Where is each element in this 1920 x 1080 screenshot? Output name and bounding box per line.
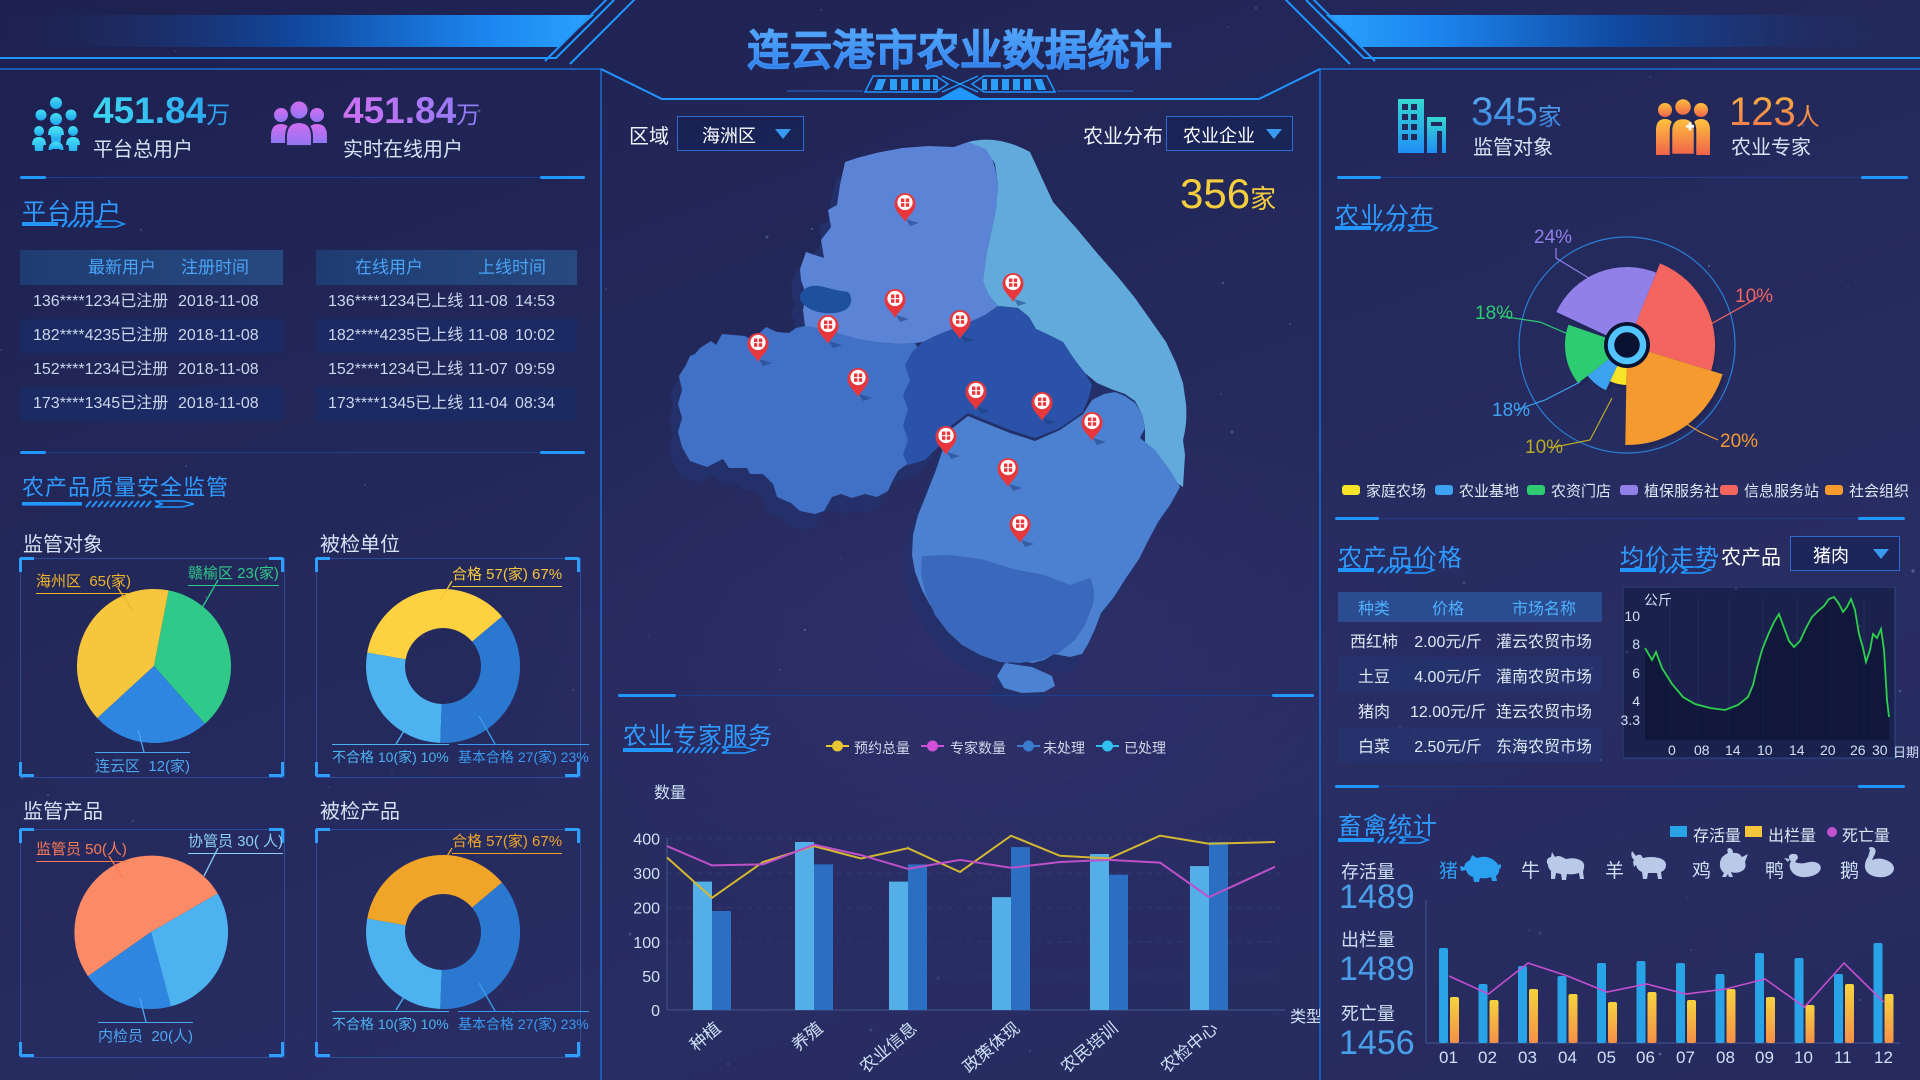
svg-text:农民培训: 农民培训 (1057, 1019, 1121, 1077)
svg-text:300: 300 (633, 866, 660, 883)
svg-text:0: 0 (651, 1003, 660, 1020)
svg-text:养殖: 养殖 (788, 1019, 826, 1055)
svg-text:种植: 种植 (686, 1019, 724, 1055)
svg-text:数量: 数量 (654, 784, 686, 802)
svg-text:200: 200 (633, 901, 660, 918)
svg-text:农检中心: 农检中心 (1157, 1019, 1221, 1077)
svg-text:类型: 类型 (1290, 1008, 1320, 1026)
svg-text:政策体现: 政策体现 (959, 1019, 1023, 1077)
svg-text:100: 100 (633, 935, 660, 952)
svg-text:400: 400 (633, 832, 660, 849)
svg-text:农业信息: 农业信息 (856, 1019, 920, 1077)
svg-text:50: 50 (642, 969, 660, 986)
